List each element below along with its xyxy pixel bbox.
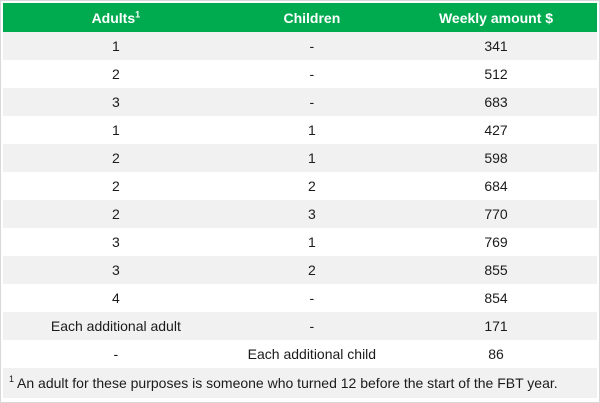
cell-adults: 3 [111, 234, 120, 250]
cell-adults: 3 [111, 262, 120, 278]
cell-children: - [309, 66, 315, 82]
table-row: 2 1 598 [3, 144, 597, 172]
cell-amount: 854 [484, 290, 508, 306]
cell-amount: 171 [484, 318, 508, 334]
cell-amount: 427 [484, 122, 508, 138]
column-header-adults: Adults1 [3, 3, 229, 32]
cell-children: 2 [307, 262, 316, 278]
table-row: 2 2 684 [3, 172, 597, 200]
cell-children: - [309, 318, 315, 334]
footnote-text: An adult for these purposes is someone w… [17, 375, 558, 391]
cell-amount: 683 [484, 94, 508, 110]
cell-amount: 341 [484, 38, 508, 54]
cell-adults: 1 [111, 38, 120, 54]
cell-amount: 512 [484, 66, 508, 82]
cell-children: 1 [307, 150, 316, 166]
cell-adults: 2 [111, 178, 120, 194]
cell-amount: 598 [484, 150, 508, 166]
cell-adults: 1 [111, 122, 120, 138]
table-row: 4 - 854 [3, 284, 597, 312]
cell-children: 2 [307, 178, 316, 194]
cell-children: Each additional child [247, 346, 377, 362]
cell-adults: - [113, 346, 119, 362]
cell-children: - [309, 94, 315, 110]
weekly-amounts-table: Adults1 Children Weekly amount $ 1 - 341… [3, 3, 597, 368]
cell-amount: 86 [488, 346, 504, 362]
cell-amount: 769 [484, 234, 508, 250]
cell-amount: 770 [484, 206, 508, 222]
header-row: Adults1 Children Weekly amount $ [3, 3, 597, 32]
table-row: Each additional adult - 171 [3, 312, 597, 340]
cell-adults: Each additional adult [50, 318, 181, 334]
table-row: 3 1 769 [3, 228, 597, 256]
cell-adults: 2 [111, 206, 120, 222]
cell-adults: 4 [111, 290, 120, 306]
table-row: 2 3 770 [3, 200, 597, 228]
cell-adults: 3 [111, 94, 120, 110]
table-row: 2 - 512 [3, 60, 597, 88]
cell-amount: 684 [484, 178, 508, 194]
cell-children: - [309, 290, 315, 306]
cell-adults: 2 [111, 66, 120, 82]
table-row: 3 - 683 [3, 88, 597, 116]
cell-children: 3 [307, 206, 316, 222]
footnote: 1 An adult for these purposes is someone … [3, 368, 597, 398]
cell-children: 1 [307, 122, 316, 138]
table-row: 3 2 855 [3, 256, 597, 284]
cell-children: 1 [307, 234, 316, 250]
footnote-superscript: 1 [9, 374, 15, 385]
column-header-weekly-amount: Weekly amount $ [395, 3, 597, 32]
cell-amount: 855 [484, 262, 508, 278]
adults-footnote-marker: 1 [135, 8, 141, 19]
cell-adults: 2 [111, 150, 120, 166]
table-row: - Each additional child 86 [3, 340, 597, 368]
cell-children: - [309, 38, 315, 54]
column-header-adults-label: Adults [91, 9, 136, 26]
table-row: 1 1 427 [3, 116, 597, 144]
table-row: 1 - 341 [3, 32, 597, 60]
column-header-children: Children [228, 3, 396, 32]
